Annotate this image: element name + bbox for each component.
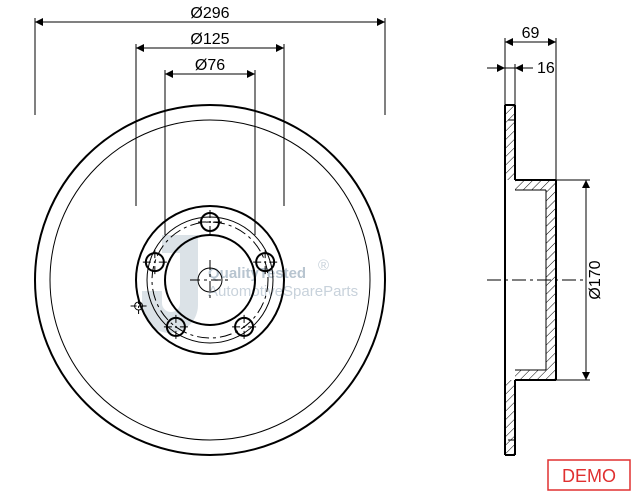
svg-text:Ø76: Ø76: [195, 57, 225, 74]
demo-text: DEMO: [562, 466, 616, 486]
demo-stamp: DEMO: [548, 460, 630, 490]
svg-text:Ø296: Ø296: [190, 5, 229, 22]
svg-text:Ø125: Ø125: [190, 31, 229, 48]
svg-text:16: 16: [537, 60, 555, 77]
svg-text:69: 69: [522, 25, 540, 42]
svg-text:Ø170: Ø170: [587, 260, 604, 299]
dimensions: Ø296 Ø125 Ø76 69 16 Ø170: [35, 5, 604, 380]
svg-text:®: ®: [318, 257, 329, 274]
side-view: [487, 105, 584, 455]
